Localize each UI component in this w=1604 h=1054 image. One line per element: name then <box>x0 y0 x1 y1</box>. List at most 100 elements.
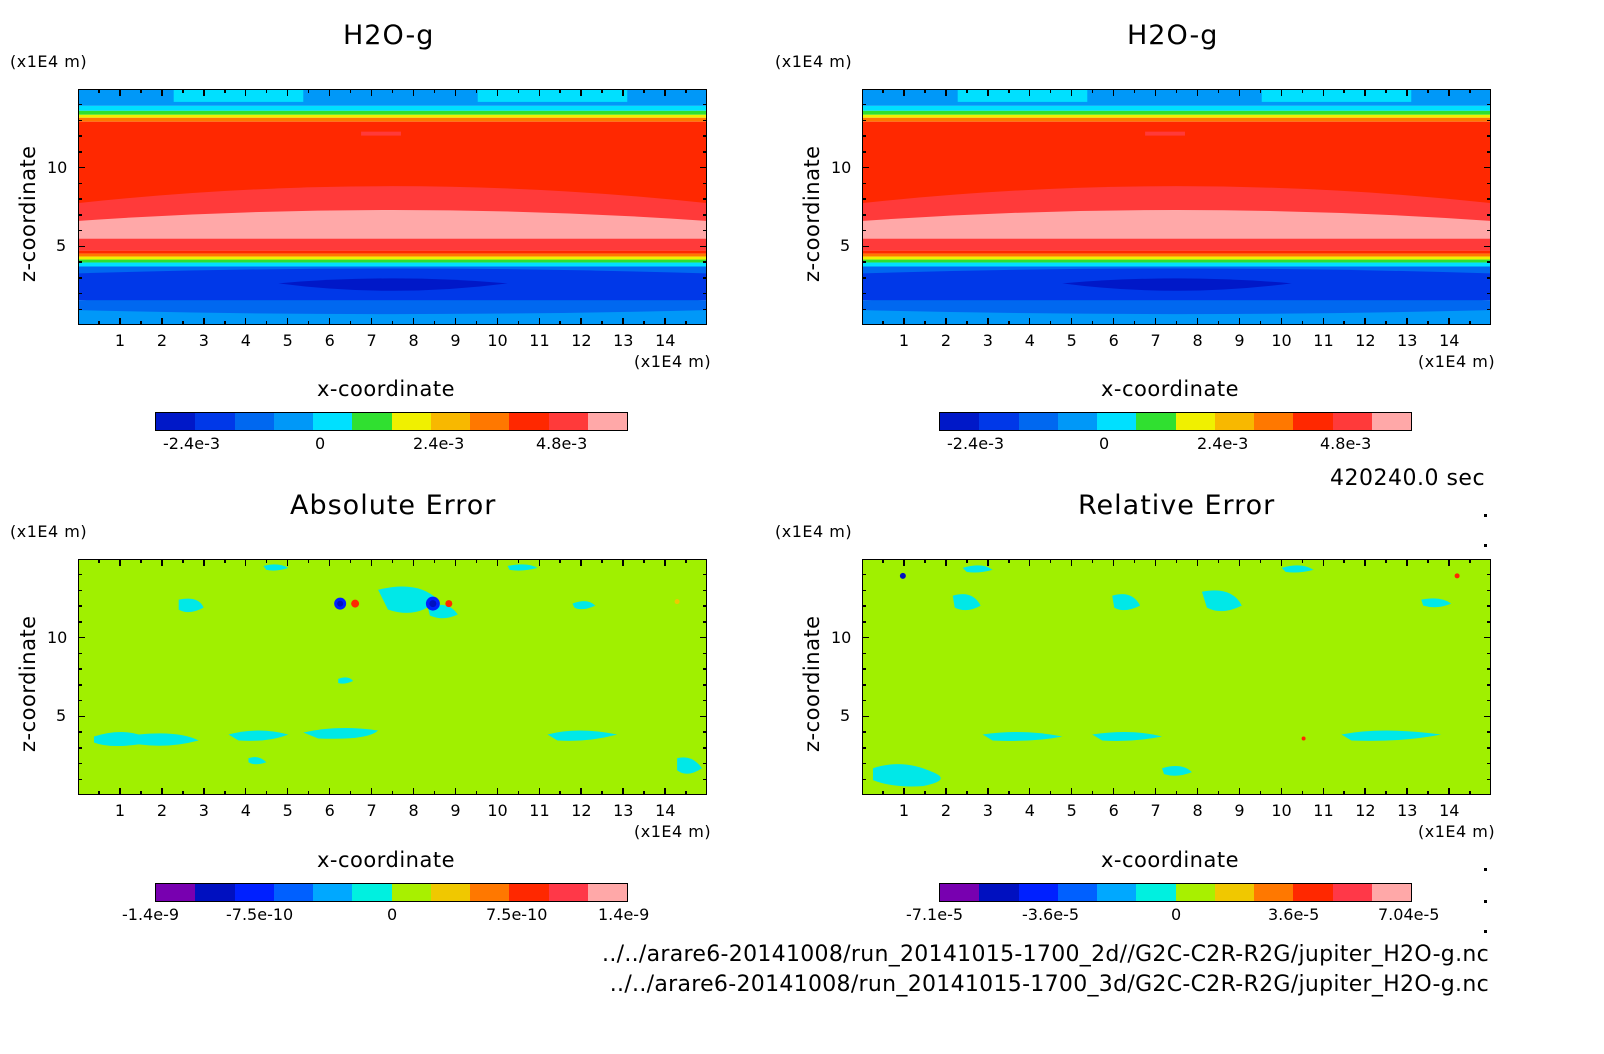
colorbar-swatch <box>1293 884 1333 901</box>
y-unit-label: (x1E4 m) <box>775 522 853 541</box>
x-tick-mark <box>1322 559 1325 566</box>
x-tick-mark <box>945 559 947 566</box>
error-max-blob <box>351 599 360 608</box>
y-minor-tick <box>862 573 866 576</box>
x-tick-mark <box>286 318 289 325</box>
y-tick-mark <box>1484 636 1491 639</box>
y-minor-tick <box>862 229 866 232</box>
x-minor-tick <box>685 321 687 325</box>
x-minor-tick <box>1427 559 1429 563</box>
y-minor-tick <box>1487 103 1491 106</box>
x-tick-mark <box>1028 89 1031 96</box>
y-tick-mark <box>1484 245 1491 248</box>
x-minor-tick <box>1049 89 1052 93</box>
colorbar-swatch <box>234 884 274 901</box>
x-minor-tick <box>601 321 603 325</box>
y-tick-mark <box>862 245 869 248</box>
y-minor-tick <box>862 605 866 607</box>
x-minor-tick <box>140 559 142 563</box>
x-minor-tick <box>1175 791 1178 795</box>
x-tick-mark <box>496 559 499 566</box>
x-tick-mark <box>244 559 247 566</box>
x-tick-mark <box>412 788 415 795</box>
x-tick-label: 11 <box>529 801 550 820</box>
y-minor-tick <box>862 684 866 686</box>
x-minor-tick <box>1008 321 1010 325</box>
error-patch <box>547 730 618 741</box>
y-tick-mark <box>78 245 85 248</box>
x-tick-label: 11 <box>1313 801 1334 820</box>
x-tick-mark <box>286 559 289 566</box>
x-tick-label: 2 <box>156 331 168 350</box>
y-minor-tick <box>78 119 82 122</box>
y-tick-mark <box>700 166 707 169</box>
x-tick-mark <box>1448 89 1450 96</box>
x-minor-tick <box>1217 791 1220 795</box>
x-tick-mark <box>1238 559 1241 566</box>
colorbar-tick-label: -2.4e-3 <box>163 434 221 453</box>
x-tick-mark <box>1280 559 1283 566</box>
x-minor-tick <box>182 89 184 93</box>
x-minor-tick <box>1259 559 1262 563</box>
band-orange <box>863 117 1490 122</box>
colorbar-swatch <box>1332 413 1372 430</box>
x-tick-mark <box>1238 89 1241 96</box>
x-tick-mark <box>496 788 499 795</box>
x-tick-label: 8 <box>408 801 419 820</box>
x-tick-mark <box>1154 318 1157 325</box>
colorbar-swatch <box>940 884 980 901</box>
colorbar-swatch <box>979 413 1019 430</box>
y-minor-tick <box>1487 589 1491 592</box>
y-minor-tick <box>703 684 707 686</box>
band-bottom-lighter <box>79 310 706 324</box>
colorbar-swatch <box>352 413 392 430</box>
x-tick-mark <box>161 89 163 96</box>
error-patch <box>677 757 703 774</box>
x-minor-tick <box>601 791 603 795</box>
x-minor-tick <box>1385 321 1387 325</box>
colorbar-tick-label: 4.8e-3 <box>1320 434 1372 453</box>
x-minor-tick <box>882 89 884 93</box>
heatmap-field <box>863 90 1490 324</box>
x-tick-mark <box>1238 788 1241 795</box>
x-axis-label: x-coordinate <box>317 377 456 401</box>
x-tick-mark <box>1154 89 1157 96</box>
x-tick-label: 9 <box>1234 801 1245 820</box>
y-minor-tick <box>1487 182 1491 185</box>
band-darkest-blue <box>278 278 508 291</box>
error-patch <box>872 764 941 787</box>
y-minor-tick <box>78 182 82 185</box>
y-tick-label: 10 <box>47 628 68 647</box>
error-max-blob <box>445 600 453 608</box>
x-tick-label: 2 <box>940 331 952 350</box>
x-tick-label: 4 <box>1024 801 1035 820</box>
x-minor-tick <box>391 321 394 325</box>
x-minor-tick <box>1301 559 1304 563</box>
x-minor-tick <box>1049 791 1052 795</box>
y-minor-tick <box>703 652 707 655</box>
x-tick-mark <box>1364 788 1366 795</box>
x-tick-mark <box>945 788 947 795</box>
x-minor-tick <box>643 559 645 563</box>
x-minor-tick <box>433 89 436 93</box>
y-tick-label: 10 <box>831 158 852 177</box>
x-tick-mark <box>945 318 947 325</box>
y-minor-tick <box>78 684 82 686</box>
y-minor-tick <box>78 652 82 655</box>
y-minor-tick <box>703 119 707 122</box>
colorbar-swatch <box>1018 884 1058 901</box>
x-minor-tick <box>882 791 884 795</box>
x-tick-mark <box>1070 788 1073 795</box>
margin-dot <box>1484 544 1487 547</box>
y-minor-tick <box>78 621 82 623</box>
x-tick-mark <box>119 89 121 96</box>
error-patch <box>1162 765 1192 776</box>
band-red-lower <box>79 238 706 251</box>
x-tick-label: 3 <box>198 331 209 350</box>
x-tick-mark <box>1280 788 1283 795</box>
x-minor-tick <box>1008 791 1010 795</box>
colorbar <box>155 412 628 431</box>
y-axis-label: z-coordinate <box>16 615 40 752</box>
x-tick-label: 4 <box>240 801 251 820</box>
x-minor-tick <box>517 559 520 563</box>
